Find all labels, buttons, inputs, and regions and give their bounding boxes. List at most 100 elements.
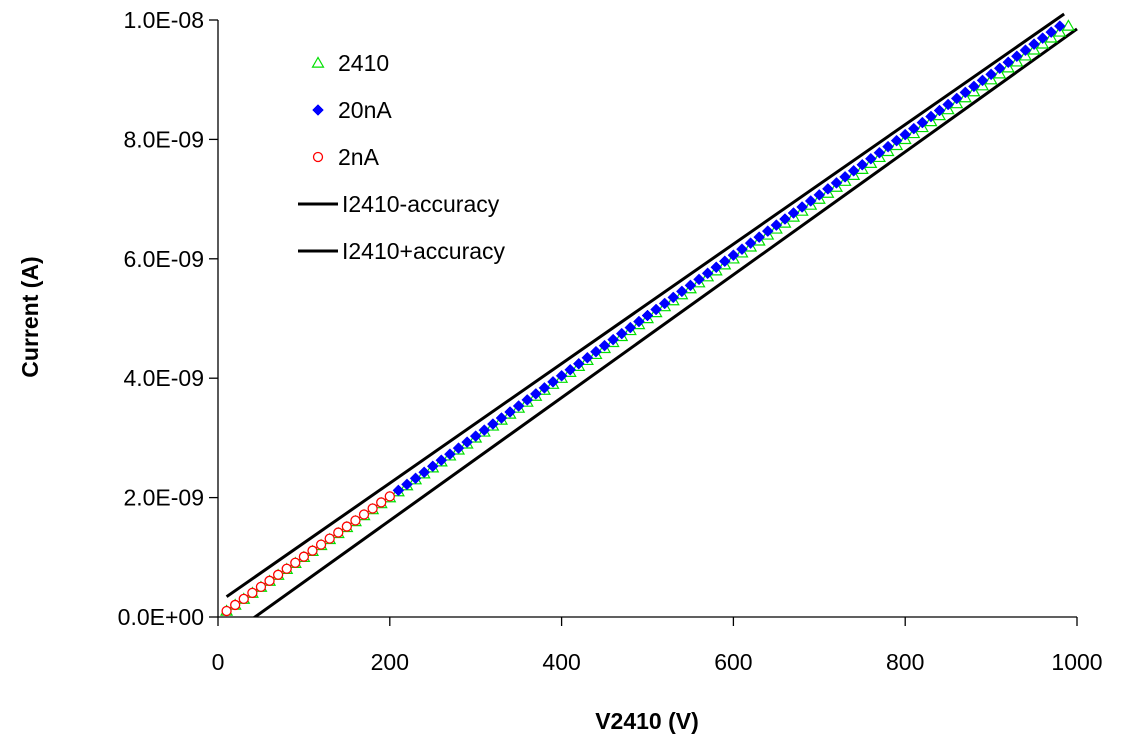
point-2410 [847, 168, 861, 180]
legend-label-20na: 20nA [338, 97, 392, 123]
point-2na [358, 509, 370, 520]
point-2410 [1061, 19, 1075, 31]
point-20na [521, 394, 534, 406]
point-2410 [915, 120, 929, 133]
point-20na [469, 430, 482, 442]
point-2410 [950, 96, 964, 109]
series-2na [221, 491, 395, 617]
point-2410 [924, 114, 938, 127]
point-20na [538, 382, 551, 394]
point-2410 [1044, 31, 1058, 43]
point-20na [864, 152, 877, 165]
point-20na [624, 321, 637, 334]
point-20na [418, 466, 431, 479]
point-20na [547, 375, 559, 388]
point-20na [641, 309, 654, 322]
point-20na [779, 213, 791, 225]
point-2na [384, 491, 395, 502]
point-20na [796, 201, 808, 213]
point-20na [426, 460, 439, 473]
point-2410 [933, 108, 947, 121]
point-2na [272, 569, 284, 580]
point-2na [247, 587, 258, 599]
point-20na [950, 92, 963, 105]
point-2410 [1001, 61, 1015, 73]
point-20na [1045, 26, 1058, 38]
point-2na [255, 581, 267, 593]
point-20na [873, 146, 886, 159]
point-20na [847, 164, 860, 177]
point-20na [478, 424, 491, 436]
point-20na [529, 388, 542, 400]
point-2410 [761, 228, 775, 240]
series-line-i2410-accuracy [225, 12, 1065, 598]
point-20na [804, 195, 817, 207]
point-20na [1002, 56, 1015, 69]
point-20na [916, 116, 929, 129]
point-20na [907, 122, 920, 135]
point-20na [564, 363, 577, 376]
point-2410 [890, 138, 904, 151]
point-20na [1036, 32, 1049, 45]
point-20na [727, 249, 740, 262]
point-20na [942, 98, 955, 111]
point-2410 [975, 78, 990, 91]
point-20na [753, 231, 766, 243]
legend-label-2410: 2410 [338, 50, 389, 76]
point-2na [307, 545, 318, 556]
point-2410 [838, 174, 852, 186]
point-2410 [812, 192, 826, 204]
point-20na [993, 62, 1006, 75]
point-20na [959, 86, 972, 99]
x-tick-label: 400 [542, 649, 580, 675]
point-20na [590, 345, 602, 358]
x-axis-title: V2410 (V) [595, 708, 699, 734]
point-2na [238, 593, 249, 605]
point-2na [281, 563, 292, 574]
y-axis-title: Current (A) [17, 256, 43, 377]
point-20na [633, 315, 645, 328]
x-tick-label: 200 [371, 649, 409, 675]
point-2na [298, 551, 310, 562]
point-20na [452, 442, 465, 455]
point-2na [290, 557, 301, 568]
point-20na [444, 448, 456, 461]
point-2410 [821, 186, 835, 198]
point-2410 [1027, 43, 1041, 55]
point-20na [813, 189, 826, 201]
legend-label-2na: 2nA [338, 144, 380, 170]
series-line-i2410-accuracy [252, 27, 1078, 617]
point-20na [890, 134, 903, 147]
y-tick-label: 2.0E-09 [123, 485, 204, 511]
point-2410 [804, 198, 818, 210]
point-2410 [967, 84, 981, 97]
point-20na [658, 297, 671, 310]
point-2na [221, 605, 232, 617]
legend-label-i2410-accuracy: I2410+accuracy [342, 238, 506, 264]
point-2na [350, 515, 361, 526]
point-2410 [993, 67, 1007, 79]
point-20na [761, 225, 774, 237]
point-20na [555, 369, 568, 382]
point-20na [822, 183, 834, 195]
point-20na [770, 219, 783, 231]
point-20na [1019, 44, 1032, 57]
point-2410 [1010, 55, 1024, 67]
point-20na [572, 357, 585, 370]
point-2410 [855, 162, 869, 174]
legend: 2410 20nA 2nA I2410-accuracy I2410+accuracy [298, 50, 506, 264]
point-2na [315, 539, 327, 550]
point-20na [504, 406, 516, 418]
point-20na [435, 454, 448, 467]
point-20na [933, 104, 946, 117]
point-2410 [898, 132, 912, 145]
x-tick-label: 600 [714, 649, 752, 675]
legend-symbol-20na [312, 104, 324, 116]
y-tick-label: 8.0E-09 [123, 126, 204, 152]
point-2na [324, 533, 335, 544]
axes: 0.0E+00 2.0E-09 4.0E-09 6.0E-09 8.0E-09 1.0E-… [118, 7, 1103, 675]
point-2410 [872, 150, 886, 163]
